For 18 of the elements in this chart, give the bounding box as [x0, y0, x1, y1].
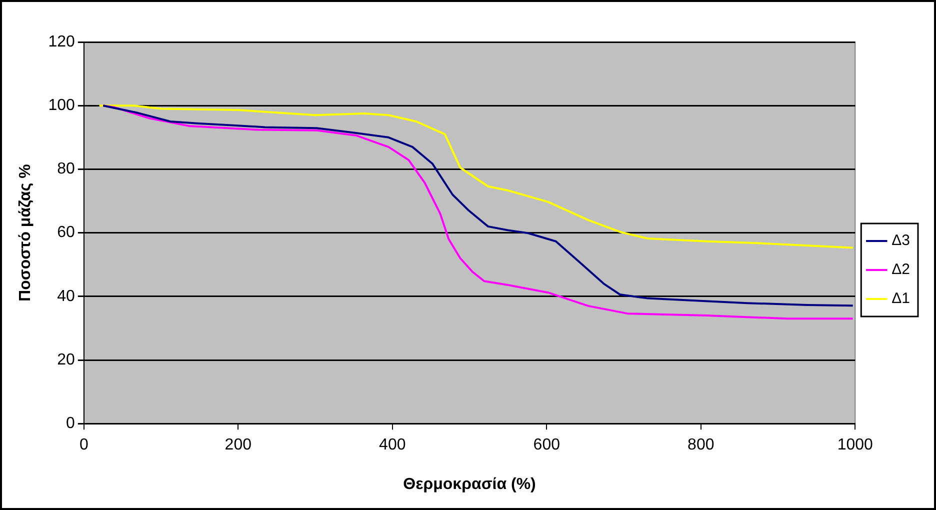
x-tick-label: 200	[224, 436, 252, 454]
y-tick-label: 0	[66, 415, 75, 432]
y-tick-label: 60	[57, 224, 75, 242]
x-tick-label: 800	[688, 436, 714, 454]
y-tick-label: 20	[57, 351, 75, 368]
x-tick-label: 1000	[837, 436, 874, 454]
legend-label: Δ3	[892, 232, 910, 250]
y-axis-title: Ποσοστό μάζας %	[17, 164, 34, 302]
x-tick-label: 0	[79, 436, 88, 454]
legend-label: Δ2	[892, 261, 910, 278]
y-tick-label: 80	[57, 160, 75, 178]
y-tick-label: 120	[48, 33, 75, 50]
x-axis-title: Θερμοκρασία (%)	[403, 476, 536, 493]
x-tick-label: 400	[379, 436, 406, 454]
y-tick-label: 40	[57, 288, 75, 305]
x-tick-label: 600	[533, 436, 560, 454]
y-tick-label: 100	[48, 97, 75, 114]
legend-label: Δ1	[892, 290, 910, 308]
